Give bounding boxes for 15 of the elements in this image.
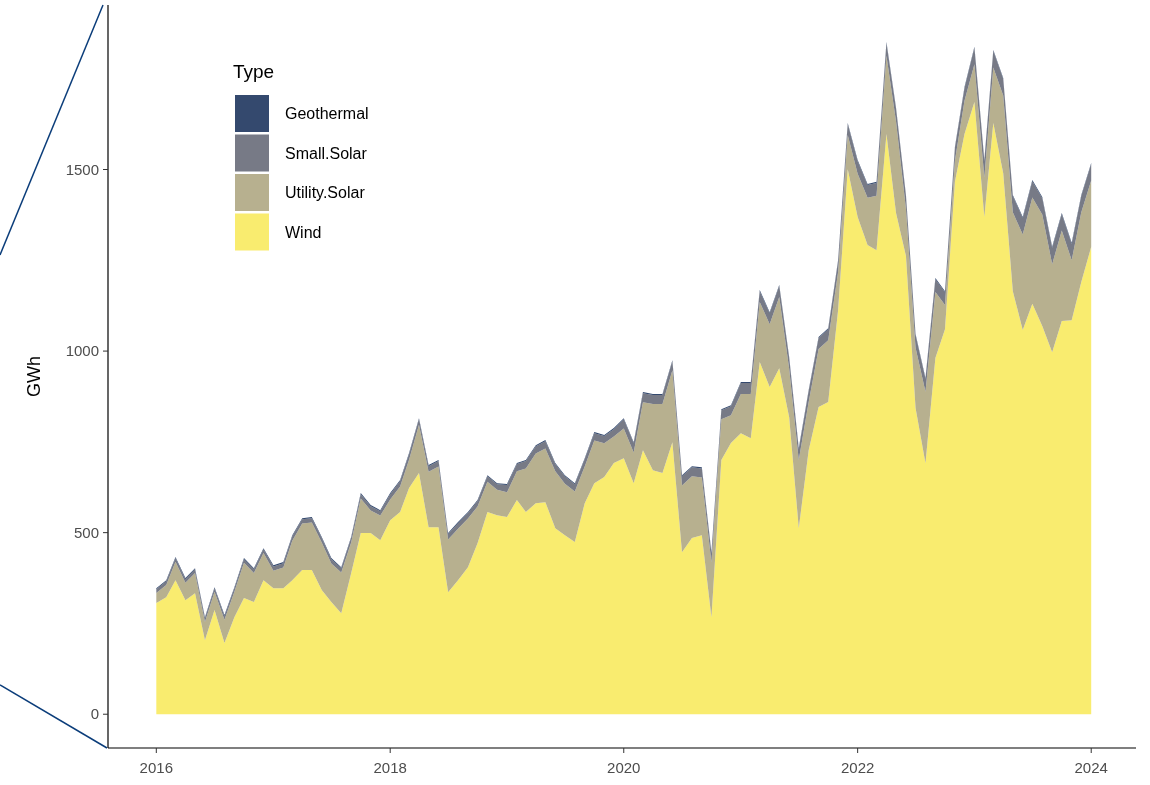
y-axis-title: GWh: [24, 355, 44, 398]
legend-label: Wind: [285, 223, 322, 241]
x-tick-label: 2022: [840, 759, 875, 776]
x-tick-label: 2016: [139, 759, 173, 776]
x-tick-label: 2018: [373, 759, 407, 776]
legend-label: Utility.Solar: [285, 184, 366, 202]
x-tick-label: 2024: [1074, 759, 1108, 776]
legend-label: Geothermal: [285, 105, 369, 123]
y-tick-label: 1500: [65, 160, 99, 178]
legend-label: Small.Solar: [285, 144, 368, 162]
y-tick-label: 0: [90, 705, 99, 723]
x-tick-label: 2020: [607, 759, 641, 776]
y-tick-label: 1000: [65, 342, 99, 360]
legend-title: Type: [233, 61, 275, 82]
y-tick-label: 500: [73, 523, 99, 541]
